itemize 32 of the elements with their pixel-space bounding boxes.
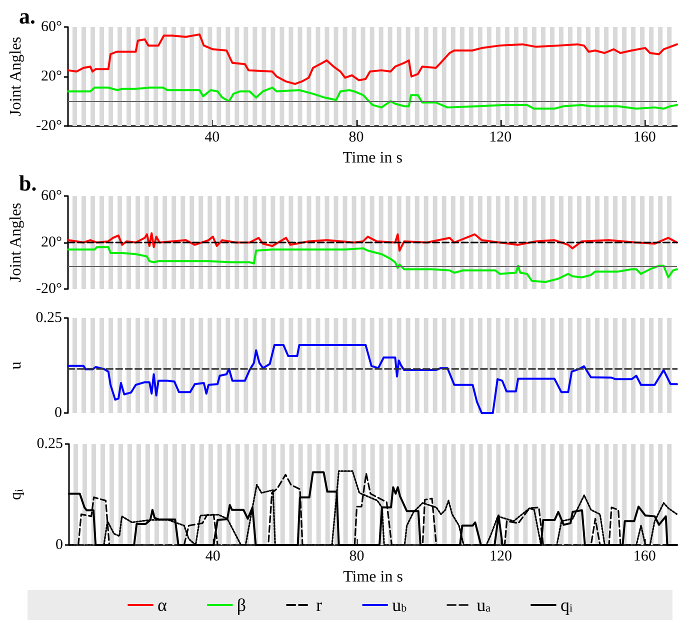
legend-label: β (236, 595, 246, 615)
y-axis-title: u (8, 362, 24, 370)
chart-title: a. (19, 4, 36, 28)
x-tick-label: 120 (489, 130, 512, 146)
y-tick-label: 0 (56, 537, 63, 553)
x-tick-label: 80 (348, 130, 364, 146)
y-axis-title: Joint Angles (8, 36, 24, 116)
y-tick-label: -20° (36, 281, 62, 297)
y-axis-title: qi (8, 488, 26, 500)
legend-label: r (316, 595, 322, 615)
legend-label: ua (476, 595, 491, 615)
x-tick-label: 40 (205, 548, 220, 564)
y-tick-label: 20° (41, 68, 62, 84)
x-tick-label: 40 (204, 130, 220, 146)
y-tick-label: 60° (41, 19, 62, 35)
x-tick-label: 160 (633, 130, 656, 146)
y-tick-label: 60° (41, 188, 62, 204)
legend-label: α (157, 595, 168, 615)
x-axis-title: Time in s (343, 568, 403, 586)
y-axis-title: Joint Angles (8, 202, 24, 282)
x-axis-title: Time in s (342, 150, 402, 166)
y-tick-label: 0.25 (36, 310, 62, 326)
x-tick-label: 120 (489, 548, 512, 564)
chart-title: b. (19, 170, 37, 196)
y-tick-label: 0 (54, 405, 62, 421)
y-tick-label: -20° (36, 118, 62, 134)
y-tick-label: 20° (41, 234, 62, 250)
y-tick-label: 0.25 (36, 436, 63, 452)
x-tick-label: 160 (633, 548, 656, 564)
x-tick-label: 80 (349, 548, 364, 564)
legend-label: ub (392, 595, 408, 615)
legend-label: qi (560, 595, 573, 615)
